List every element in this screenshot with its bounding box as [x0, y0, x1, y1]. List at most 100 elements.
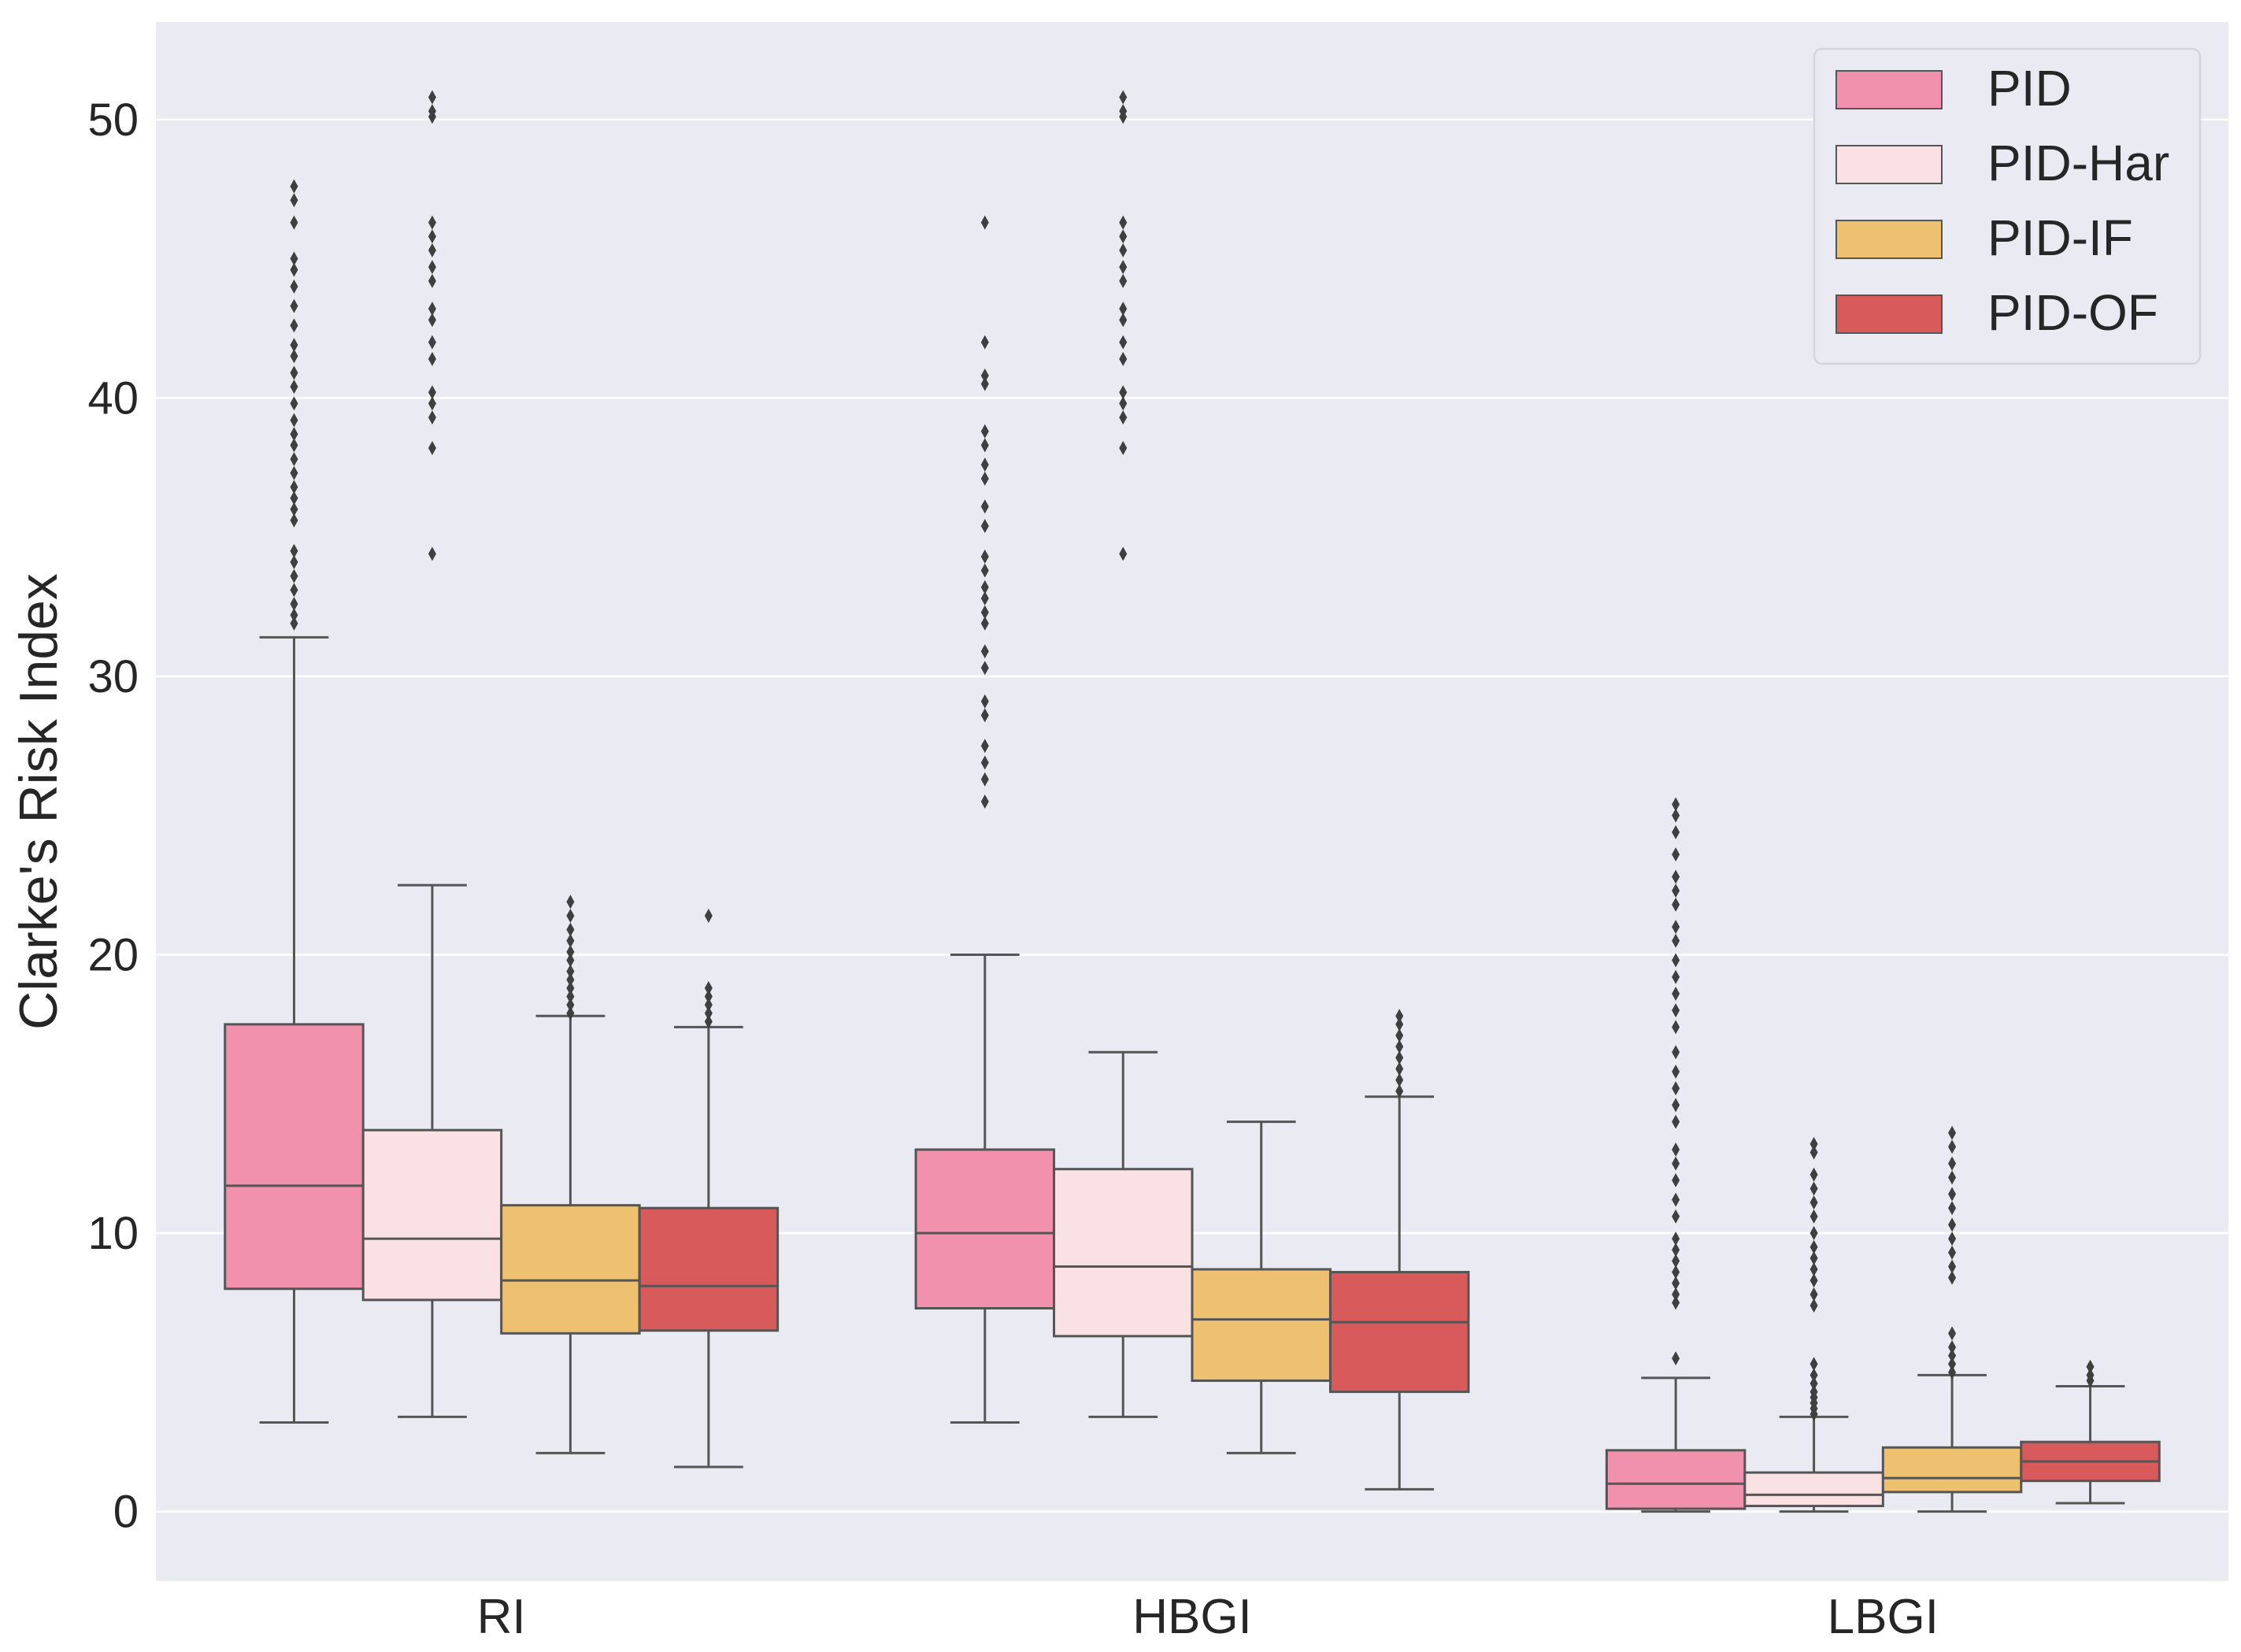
outlier-point	[1672, 1295, 1680, 1310]
box-pid-if-hbgi	[1191, 1120, 1332, 1454]
outlier-point	[980, 335, 989, 350]
outlier-point	[1672, 808, 1680, 823]
box-iqr	[638, 1206, 780, 1332]
outlier-point	[980, 708, 989, 723]
outlier-point	[1119, 546, 1128, 561]
outlier-point	[1948, 1201, 1957, 1216]
outlier-point	[428, 440, 436, 455]
outlier-point	[290, 543, 298, 558]
outlier-point	[1119, 302, 1128, 317]
outlier-point	[1672, 1172, 1680, 1187]
y-tick-label: 50	[87, 94, 139, 146]
outlier-point	[980, 518, 989, 533]
outlier-point	[1672, 1265, 1680, 1280]
legend-label: PID-IF	[1987, 209, 2133, 266]
outlier-point	[1672, 933, 1680, 948]
outlier-point	[290, 298, 298, 313]
outlier-point	[428, 260, 436, 275]
outlier-point	[980, 369, 989, 383]
outlier-point	[980, 499, 989, 514]
outlier-point	[290, 554, 298, 569]
x-category-label: HBGI	[1132, 1590, 1252, 1644]
outlier-point	[1672, 1045, 1680, 1060]
outlier-point	[1809, 1298, 1818, 1313]
outlier-point	[980, 376, 989, 391]
outlier-point	[1395, 1028, 1404, 1043]
outlier-point	[1948, 1357, 1957, 1372]
outlier-point	[566, 964, 575, 979]
box-groups	[224, 90, 2161, 1513]
legend-label: PID-Har	[1987, 135, 2169, 191]
outlier-point	[290, 465, 298, 480]
y-tick-labels: 0 10 20 30 40 50	[87, 94, 139, 1538]
outlier-point	[290, 452, 298, 467]
outlier-point	[980, 457, 989, 472]
box-pid-hbgi	[914, 215, 1056, 1424]
outlier-point	[1672, 1114, 1680, 1129]
x-category-label: LBGI	[1828, 1590, 1939, 1644]
outlier-point	[1809, 1167, 1818, 1182]
outlier-point	[1672, 1020, 1680, 1035]
legend-swatch	[1835, 145, 1943, 184]
outlier-point	[566, 933, 575, 948]
outlier-point	[1948, 1259, 1957, 1274]
outlier-point	[980, 772, 989, 787]
y-axis-label: Clarke's Risk Index	[9, 573, 69, 1030]
outlier-point	[1672, 1232, 1680, 1246]
outlier-point	[1672, 1287, 1680, 1302]
box-iqr	[1328, 1271, 1470, 1394]
outlier-point	[428, 351, 436, 366]
outlier-point	[704, 989, 713, 1004]
outlier-point	[1948, 1365, 1957, 1380]
box-pid-har-lbgi	[1743, 1136, 1884, 1513]
outlier-point	[428, 396, 436, 411]
outlier-point	[1948, 1187, 1957, 1202]
outlier-point	[980, 424, 989, 439]
outlier-point	[1395, 1039, 1404, 1054]
outlier-point	[428, 410, 436, 425]
outlier-point	[566, 944, 575, 959]
outlier-point	[980, 549, 989, 564]
outlier-point	[1809, 1226, 1818, 1241]
box-pid-of-lbgi	[2020, 1359, 2161, 1505]
outlier-point	[290, 193, 298, 208]
outlier-point	[1672, 847, 1680, 862]
outlier-point	[290, 569, 298, 583]
outlier-point	[1948, 1270, 1957, 1285]
outlier-point	[1809, 1287, 1818, 1302]
legend-frame	[1813, 47, 2202, 365]
outlier-point	[1672, 1351, 1680, 1366]
outlier-point	[704, 998, 713, 1013]
outlier-point	[1672, 1156, 1680, 1171]
box-iqr	[1605, 1449, 1746, 1510]
outlier-point	[1948, 1326, 1957, 1341]
outlier-point	[2086, 1368, 2095, 1383]
outlier-point	[1672, 969, 1680, 984]
y-tick-label: 20	[87, 929, 139, 980]
outlier-point	[290, 596, 298, 611]
outlier-point	[704, 1014, 713, 1029]
outlier-point	[1119, 396, 1128, 411]
outlier-point	[1395, 1061, 1404, 1076]
box-pid-of-ri	[638, 908, 780, 1469]
outlier-point	[290, 365, 298, 380]
outlier-point	[1672, 869, 1680, 884]
outlier-point	[566, 922, 575, 937]
outlier-point	[980, 755, 989, 770]
outlier-point	[566, 989, 575, 1004]
outlier-point	[1119, 104, 1128, 119]
outlier-point	[566, 980, 575, 995]
outlier-point	[1809, 1209, 1818, 1224]
outlier-point	[1809, 1376, 1818, 1391]
outlier-point	[1809, 1181, 1818, 1196]
outlier-point	[1809, 1262, 1818, 1276]
outlier-point	[1119, 410, 1128, 425]
outlier-point	[1809, 1273, 1818, 1288]
outlier-point	[1395, 1017, 1404, 1032]
outlier-point	[1119, 273, 1128, 288]
outlier-point	[1948, 1125, 1957, 1140]
outlier-point	[704, 1006, 713, 1020]
outlier-point	[1948, 1340, 1957, 1354]
outlier-point	[1672, 1064, 1680, 1079]
outlier-point	[1672, 1243, 1680, 1258]
